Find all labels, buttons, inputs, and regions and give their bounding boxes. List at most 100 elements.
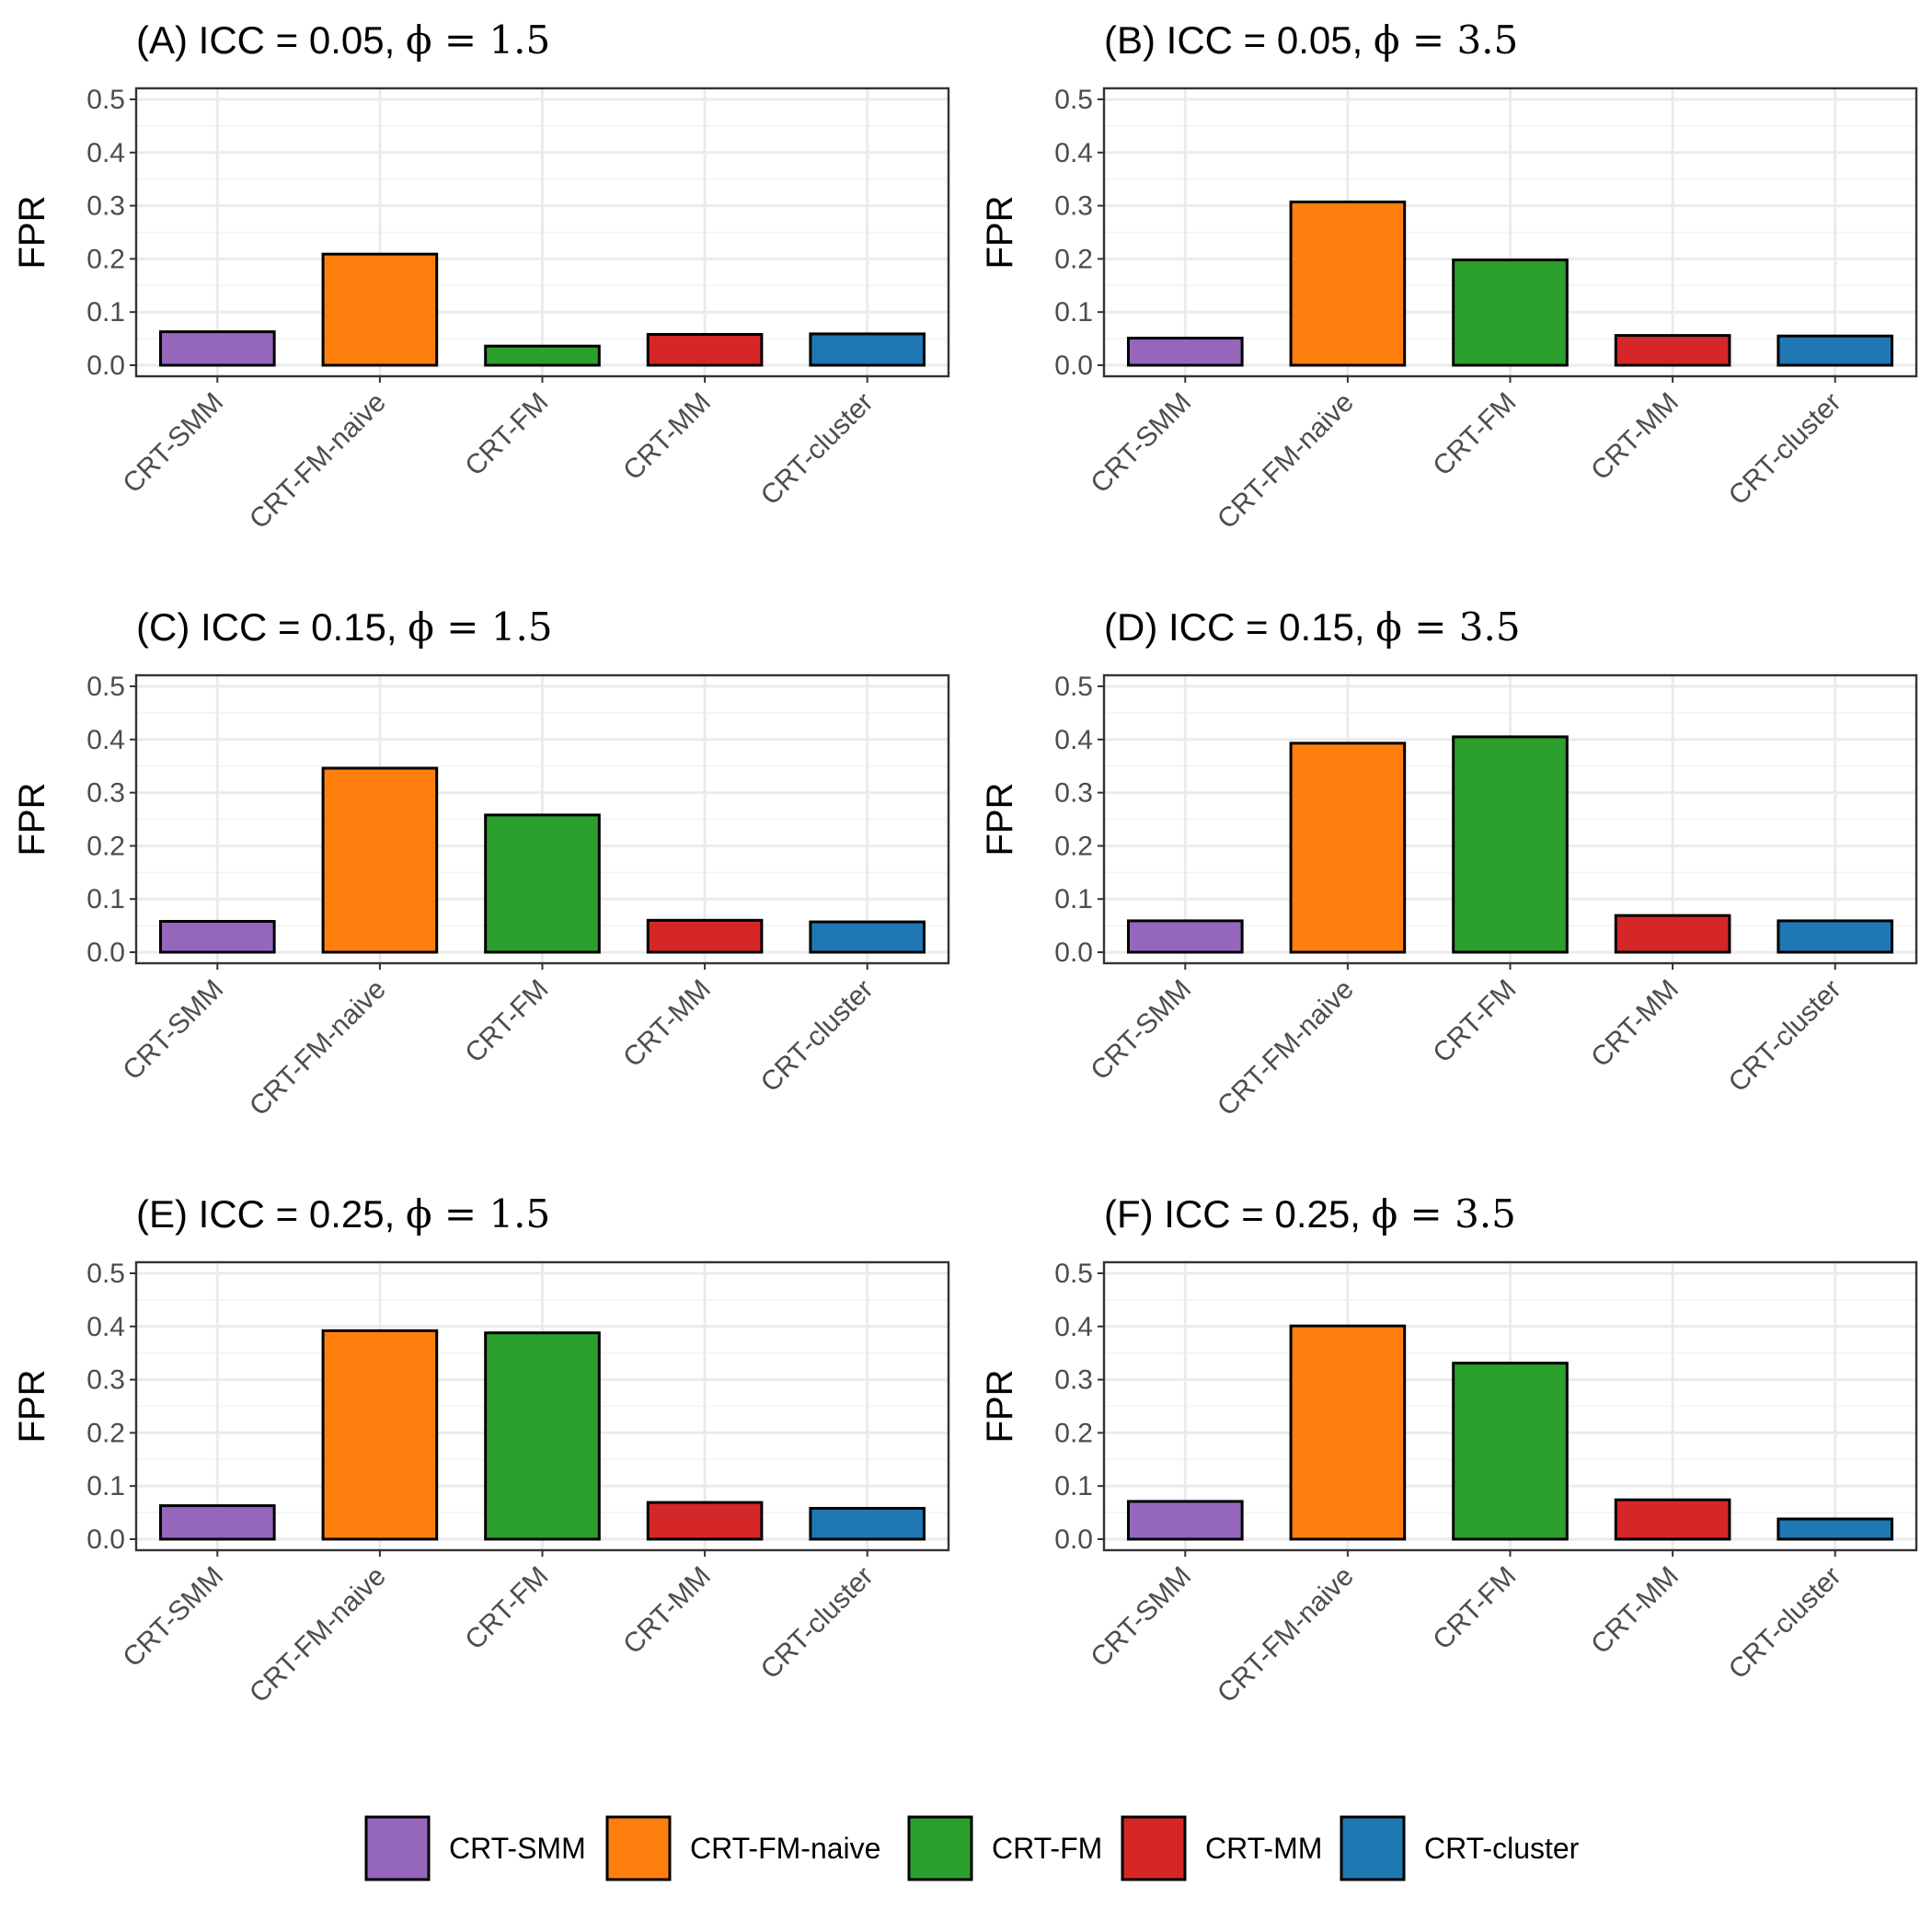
y-axis-label: FPR (12, 1370, 52, 1443)
y-tick-label: 0.5 (1054, 85, 1093, 115)
panel-title: (F) ICC = 0.25, ϕ = 3.5 (1104, 1191, 1516, 1236)
legend-label: CRT-SMM (449, 1832, 586, 1865)
y-tick-label: 0.4 (1054, 1312, 1093, 1342)
bar-crt-smm: CRT-SMM: 0.059 (1126, 919, 1244, 954)
y-tick-label: 0.5 (86, 672, 125, 702)
y-tick-label: 0.4 (1054, 138, 1093, 168)
x-tick-label: CRT-FM-naive (244, 387, 392, 535)
y-tick-label: 0.4 (86, 725, 125, 755)
bar-crt-cluster: CRT-cluster: 0.057 (809, 920, 926, 954)
panel-d: 0.0 0.1 0.2 0.3 0.4 0.5 CRT-SMM: 0.059 CRT-FM-n… (980, 604, 1918, 1122)
x-tick-label: CRT-MM (617, 1561, 717, 1661)
x-tick-label: CRT-SMM (117, 387, 229, 500)
y-tick-label: 0.1 (86, 1471, 125, 1501)
y-tick-label: 0.3 (86, 191, 125, 222)
y-tick-label: 0.2 (86, 244, 125, 274)
panel-title: (D) ICC = 0.15, ϕ = 3.5 (1104, 604, 1521, 650)
x-tick-label: CRT-SMM (1085, 387, 1197, 500)
bar-crt-fm: CRT-FM: 0.198 (1452, 259, 1569, 367)
bar-crt-fm-naive: CRT-FM-naive: 0.392 (321, 1328, 439, 1541)
y-tick-label: 0.3 (86, 778, 125, 809)
y-axis-label: FPR (980, 196, 1020, 270)
y-tick-label: 0.2 (1054, 831, 1093, 861)
y-tick-label: 0.2 (1054, 244, 1093, 274)
bar-crt-mm: CRT-MM: 0.074 (1614, 1498, 1731, 1541)
bar-crt-fm-naive: CRT-FM-naive: 0.209 (321, 252, 439, 367)
legend-label: CRT-cluster (1424, 1832, 1580, 1865)
x-tick-label: CRT-FM-naive (1212, 1561, 1360, 1709)
y-tick-label: 0.5 (86, 85, 125, 115)
y-axis-label: FPR (980, 783, 1020, 857)
y-tick-label: 0.4 (86, 1312, 125, 1342)
y-tick-label: 0.0 (86, 351, 125, 381)
x-tick-label: CRT-cluster (1723, 974, 1847, 1098)
y-tick-label: 0.5 (86, 1259, 125, 1289)
legend-label: CRT-MM (1205, 1832, 1322, 1865)
x-tick-label: CRT-MM (1585, 1561, 1685, 1661)
bar-crt-fm: CRT-FM: 0.388 (484, 1331, 601, 1541)
y-tick-label: 0.5 (1054, 1259, 1093, 1289)
bar-crt-fm-naive: CRT-FM-naive: 0.401 (1289, 1324, 1407, 1541)
bar-crt-smm: CRT-SMM: 0.063 (158, 330, 276, 367)
y-tick-label: 0.0 (1054, 1524, 1093, 1555)
legend-key-crt-fm-naive (605, 1815, 672, 1881)
panel-title: (A) ICC = 0.05, ϕ = 1.5 (136, 17, 550, 63)
panel-c: 0.0 0.1 0.2 0.3 0.4 0.5 CRT-SMM: 0.058 CRT-FM-n… (12, 604, 950, 1122)
y-tick-label: 0.3 (1054, 778, 1093, 809)
legend-label: CRT-FM-naive (690, 1832, 880, 1865)
x-tick-label: CRT-SMM (1085, 974, 1197, 1087)
panel-a: 0.0 0.1 0.2 0.3 0.4 0.5 CRT-SMM: 0.063 CRT-FM-n… (12, 17, 950, 535)
y-axis-label: FPR (12, 196, 52, 270)
x-tick-label: CRT-FM-naive (244, 974, 392, 1122)
panel-e: 0.0 0.1 0.2 0.3 0.4 0.5 CRT-SMM: 0.063 CRT-FM-n… (12, 1191, 950, 1709)
legend-key-crt-fm (907, 1815, 973, 1881)
x-tick-label: CRT-SMM (117, 1561, 229, 1673)
bar-crt-cluster: CRT-cluster: 0.058 (809, 1506, 926, 1541)
y-tick-label: 0.0 (1054, 937, 1093, 968)
bar-crt-mm: CRT-MM: 0.069 (1614, 914, 1731, 954)
x-tick-label: CRT-FM-naive (1212, 387, 1360, 535)
panel-title: (E) ICC = 0.25, ϕ = 1.5 (136, 1191, 550, 1236)
legend-key-crt-smm (364, 1815, 431, 1881)
bar-crt-fm: CRT-FM: 0.258 (484, 813, 601, 954)
panel-b: 0.0 0.1 0.2 0.3 0.4 0.5 CRT-SMM: 0.051 CRT-FM-n… (980, 17, 1918, 535)
y-tick-label: 0.1 (1054, 884, 1093, 914)
x-tick-label: CRT-FM (459, 387, 554, 482)
y-tick-label: 0.1 (86, 297, 125, 328)
x-tick-label: CRT-FM (1427, 974, 1522, 1069)
x-tick-label: CRT-FM (1427, 387, 1522, 482)
y-axis-label: FPR (980, 1370, 1020, 1443)
legend-label: CRT-FM (992, 1832, 1102, 1865)
legend: CRT-SMM CRT-FM-naive CRT-FM CRT-MM CRT-clust… (364, 1815, 1580, 1881)
y-tick-label: 0.1 (86, 884, 125, 914)
y-axis-label: FPR (12, 783, 52, 857)
x-tick-label: CRT-FM-naive (1212, 974, 1360, 1122)
panel-title: (C) ICC = 0.15, ϕ = 1.5 (136, 604, 553, 650)
bar-crt-mm: CRT-MM: 0.056 (1614, 334, 1731, 367)
bar-crt-fm: CRT-FM: 0.036 (484, 344, 601, 367)
bar-crt-smm: CRT-SMM: 0.063 (158, 1504, 276, 1541)
panel-title: (B) ICC = 0.05, ϕ = 3.5 (1104, 17, 1518, 63)
y-tick-label: 0.2 (86, 1418, 125, 1448)
bar-crt-smm: CRT-SMM: 0.051 (1126, 337, 1244, 367)
bar-crt-mm: CRT-MM: 0.069 (646, 1501, 764, 1541)
bar-crt-fm-naive: CRT-FM-naive: 0.393 (1289, 742, 1407, 954)
y-tick-label: 0.0 (1054, 351, 1093, 381)
x-tick-label: CRT-SMM (117, 974, 229, 1087)
panel-f: 0.0 0.1 0.2 0.3 0.4 0.5 CRT-SMM: 0.071 CRT-FM-n… (980, 1191, 1918, 1709)
bar-crt-smm: CRT-SMM: 0.071 (1126, 1500, 1244, 1541)
y-tick-label: 0.2 (86, 831, 125, 861)
y-tick-label: 0.2 (1054, 1418, 1093, 1448)
y-tick-label: 0.1 (1054, 297, 1093, 328)
y-tick-label: 0.4 (86, 138, 125, 168)
y-tick-label: 0.0 (86, 1524, 125, 1555)
bar-crt-cluster: CRT-cluster: 0.055 (1777, 334, 1894, 367)
legend-key-crt-mm (1121, 1815, 1187, 1881)
bar-crt-smm: CRT-SMM: 0.058 (158, 919, 276, 954)
bar-crt-mm: CRT-MM: 0.06 (646, 918, 764, 954)
bar-crt-fm: CRT-FM: 0.405 (1452, 735, 1569, 954)
y-tick-label: 0.3 (86, 1365, 125, 1396)
x-tick-label: CRT-cluster (755, 974, 880, 1098)
x-tick-label: CRT-FM-naive (244, 1561, 392, 1709)
x-tick-label: CRT-cluster (1723, 1561, 1847, 1685)
